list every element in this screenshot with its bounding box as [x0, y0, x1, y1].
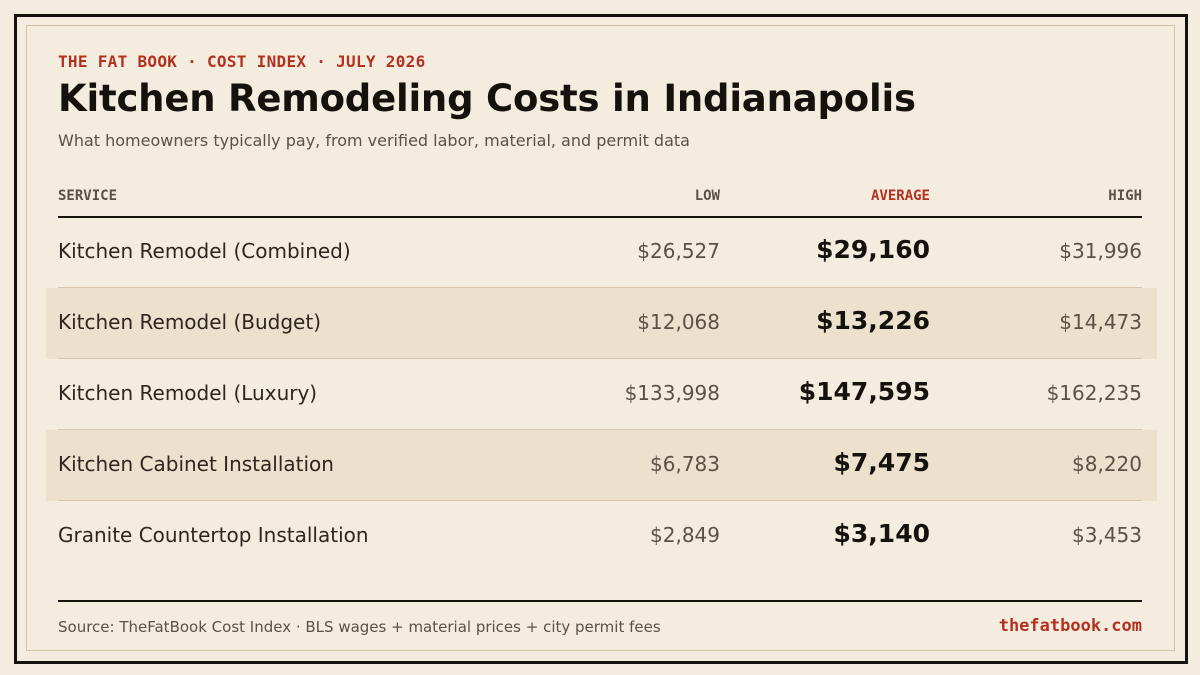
- average-cost-cell: $147,595: [798, 377, 930, 406]
- table-row: Kitchen Remodel (Budget) $12,068 $13,226…: [46, 288, 1157, 359]
- service-cell: Kitchen Remodel (Budget): [58, 310, 321, 334]
- eyebrow-label: THE FAT BOOK · COST INDEX · JULY 2026: [58, 52, 426, 71]
- table-header: SERVICE LOW AVERAGE HIGH: [58, 186, 1142, 218]
- low-cost-cell: $12,068: [637, 310, 720, 334]
- page-title: Kitchen Remodeling Costs in Indianapolis: [58, 77, 916, 120]
- row-divider: [58, 500, 1142, 501]
- high-cost-cell: $3,453: [1072, 523, 1142, 547]
- row-divider: [58, 287, 1142, 288]
- average-cost-cell: $13,226: [816, 306, 930, 335]
- low-cost-cell: $2,849: [650, 523, 720, 547]
- column-header-average: AVERAGE: [870, 188, 930, 204]
- table-row: Kitchen Cabinet Installation $6,783 $7,4…: [46, 430, 1157, 501]
- source-note: Source: TheFatBook Cost Index · BLS wage…: [58, 618, 661, 636]
- column-header-service: SERVICE: [58, 188, 118, 204]
- table-row: Granite Countertop Installation $2,849 $…: [46, 501, 1157, 572]
- low-cost-cell: $26,527: [637, 239, 720, 263]
- footer-divider: [58, 600, 1142, 602]
- outer-frame: [14, 14, 1188, 664]
- page-subtitle: What homeowners typically pay, from veri…: [58, 131, 690, 150]
- high-cost-cell: $14,473: [1059, 310, 1142, 334]
- average-cost-cell: $29,160: [816, 235, 930, 264]
- low-cost-cell: $6,783: [650, 452, 720, 476]
- average-cost-cell: $7,475: [833, 448, 930, 477]
- average-cost-cell: $3,140: [833, 519, 930, 548]
- site-link[interactable]: thefatbook.com: [998, 616, 1142, 636]
- table-row: Kitchen Remodel (Combined) $26,527 $29,1…: [46, 217, 1157, 288]
- service-cell: Kitchen Remodel (Luxury): [58, 381, 318, 405]
- high-cost-cell: $162,235: [1046, 381, 1142, 405]
- row-divider: [58, 358, 1142, 359]
- service-cell: Granite Countertop Installation: [58, 523, 369, 547]
- column-header-low: LOW: [694, 188, 720, 204]
- inner-frame: [26, 25, 1175, 651]
- service-cell: Kitchen Cabinet Installation: [58, 452, 334, 476]
- high-cost-cell: $31,996: [1059, 239, 1142, 263]
- high-cost-cell: $8,220: [1072, 452, 1142, 476]
- low-cost-cell: $133,998: [624, 381, 720, 405]
- service-cell: Kitchen Remodel (Combined): [58, 239, 351, 263]
- row-divider: [58, 429, 1142, 430]
- column-header-high: HIGH: [1108, 188, 1142, 204]
- table-row: Kitchen Remodel (Luxury) $133,998 $147,5…: [46, 359, 1157, 430]
